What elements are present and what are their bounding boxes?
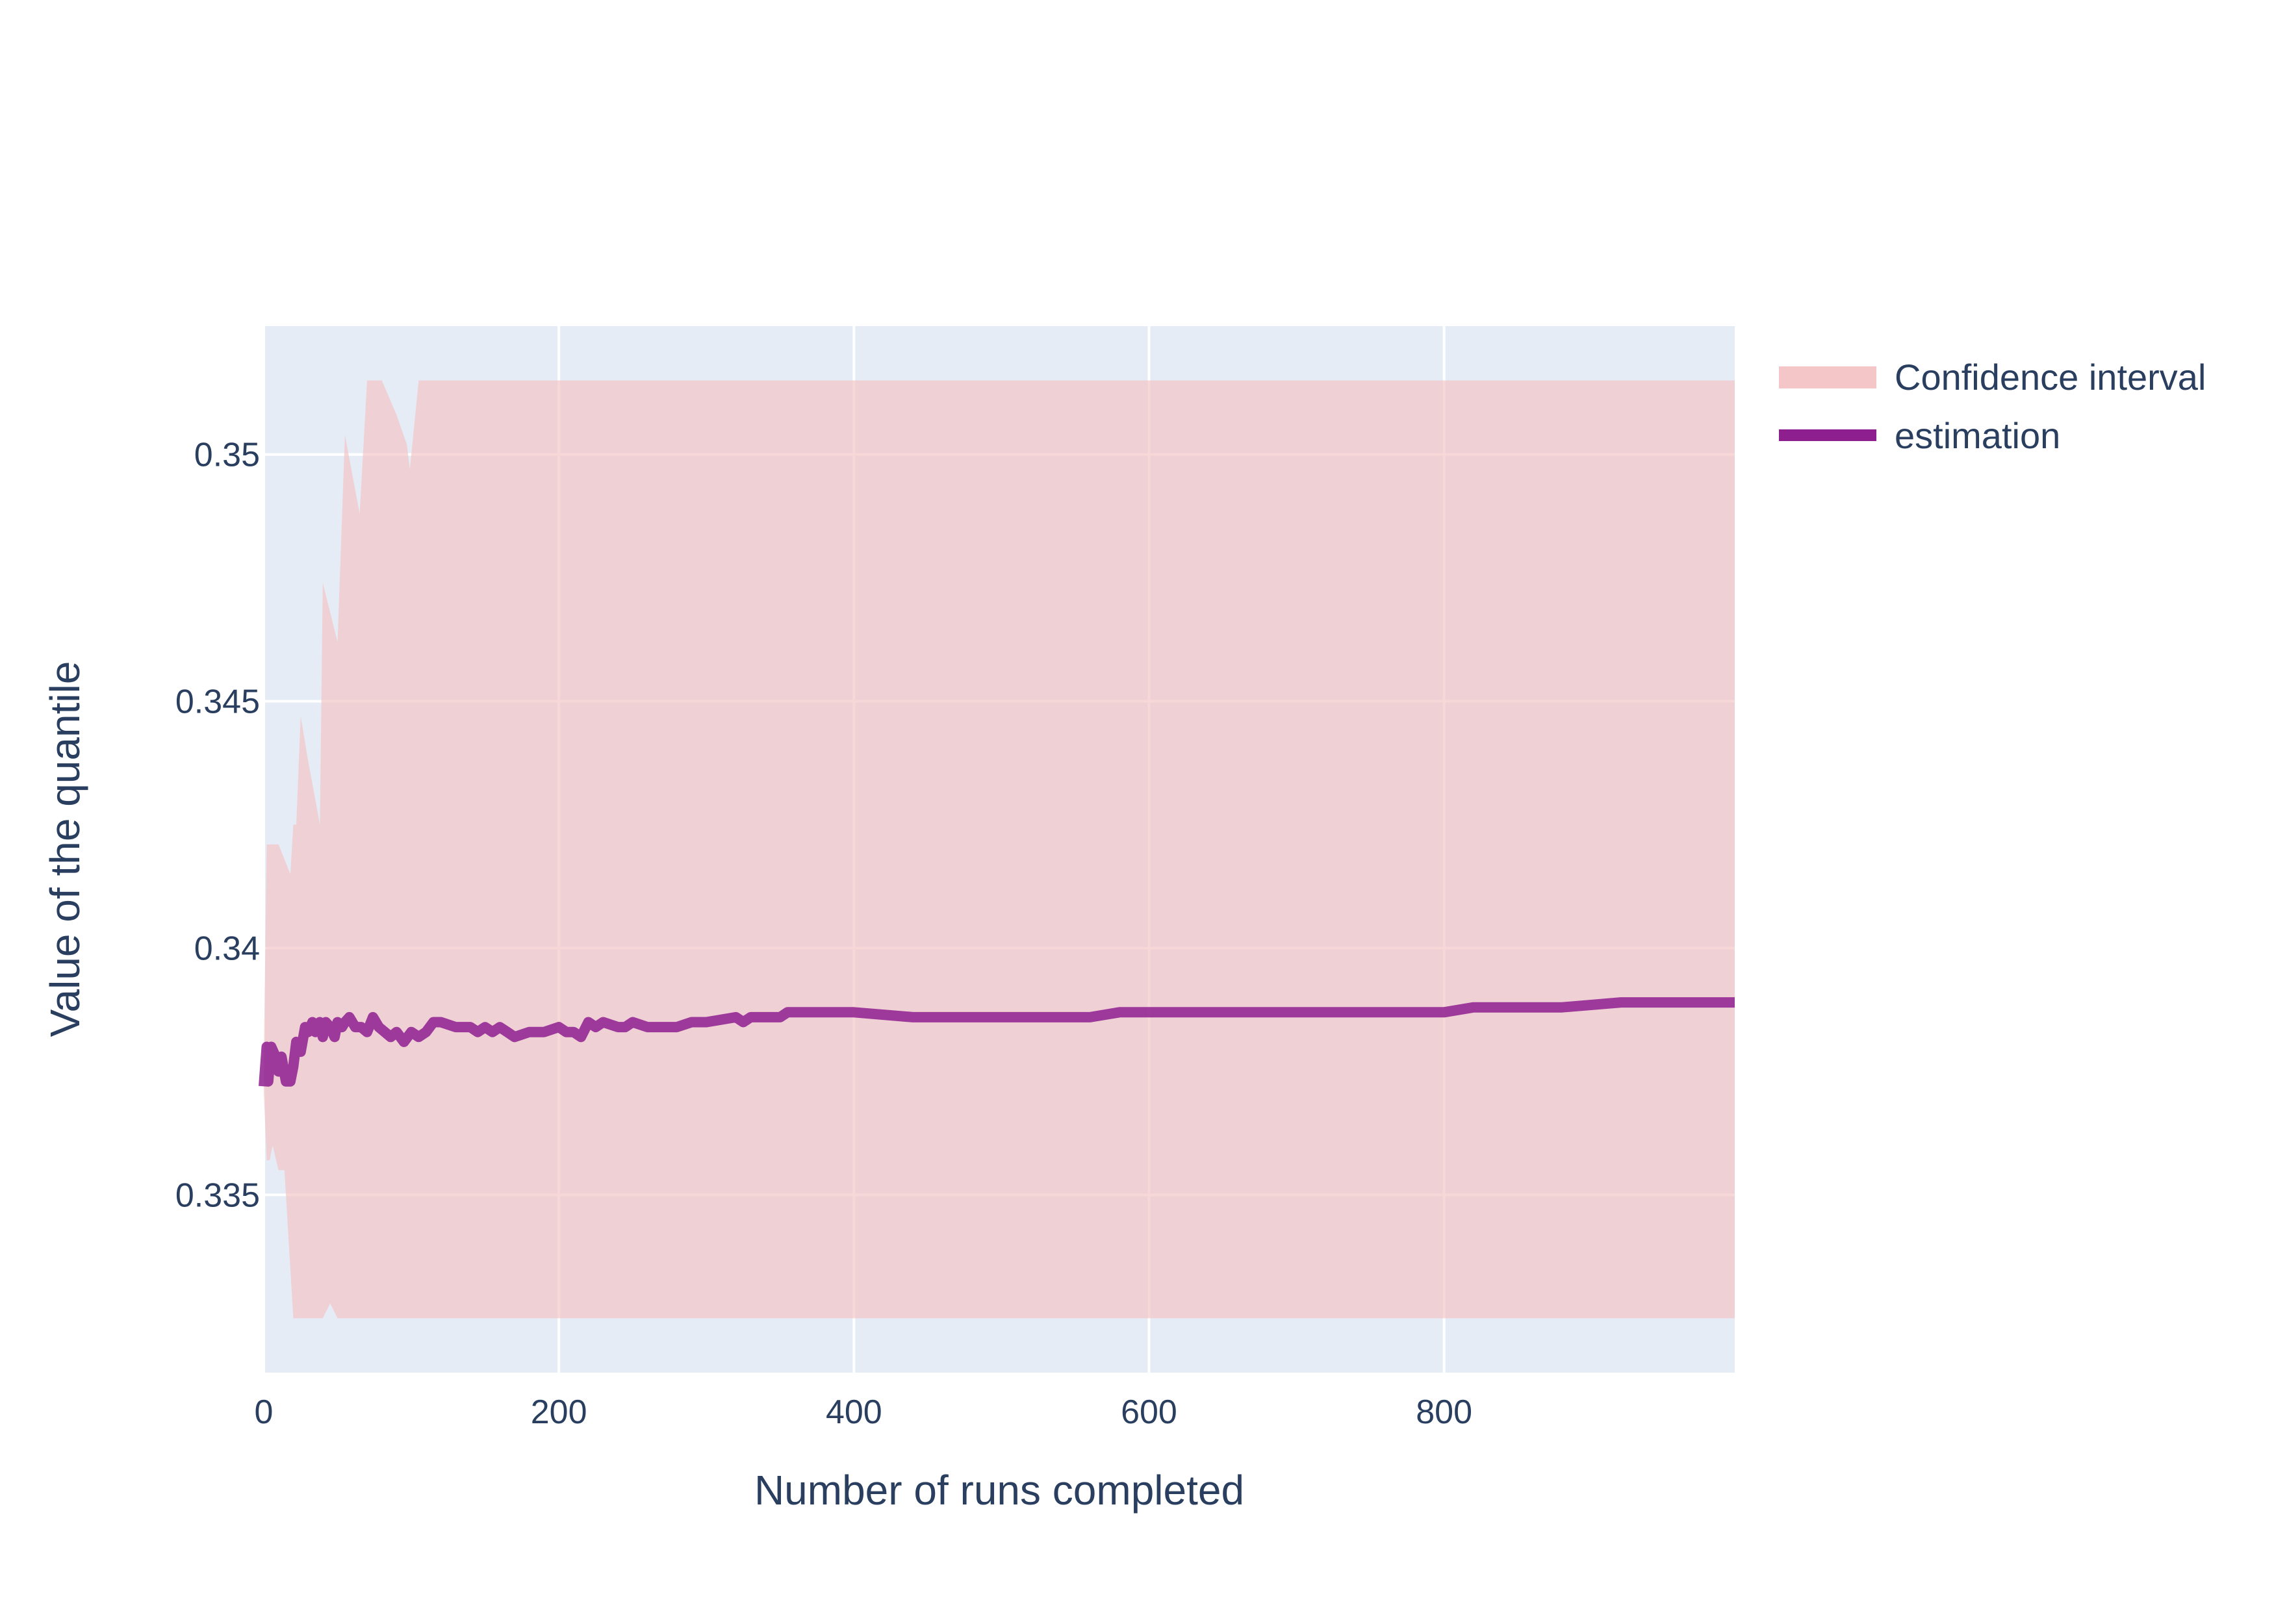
x-tick-label: 200 [531, 1393, 587, 1431]
plot-series [259, 380, 1735, 1319]
confidence-interval-band [264, 380, 1735, 1319]
y-tick-label: 0.345 [175, 683, 260, 721]
legend-swatch-confidence-interval [1779, 366, 1876, 388]
legend-label-confidence-interval: Confidence interval [1895, 357, 2206, 398]
legend-item-estimation[interactable]: estimation [1779, 415, 2060, 456]
axis-ticks: 0 200 400 600 800 0.335 0.34 0.345 0.35 [175, 437, 1472, 1431]
y-axis-title: Value of the quantile [42, 661, 88, 1037]
x-axis-title: Number of runs completed [754, 1467, 1244, 1514]
legend-label-estimation: estimation [1895, 415, 2060, 456]
estimation-line [259, 997, 1735, 1087]
x-tick-label: 0 [255, 1393, 274, 1431]
y-tick-label: 0.34 [194, 930, 260, 967]
legend[interactable]: Confidence interval estimation [1779, 357, 2206, 456]
x-tick-label: 400 [826, 1393, 882, 1431]
x-tick-label: 600 [1121, 1393, 1177, 1431]
legend-item-confidence-interval[interactable]: Confidence interval [1779, 357, 2206, 398]
x-tick-label: 800 [1416, 1393, 1472, 1431]
y-tick-label: 0.35 [194, 437, 260, 474]
y-tick-label: 0.335 [175, 1176, 260, 1214]
